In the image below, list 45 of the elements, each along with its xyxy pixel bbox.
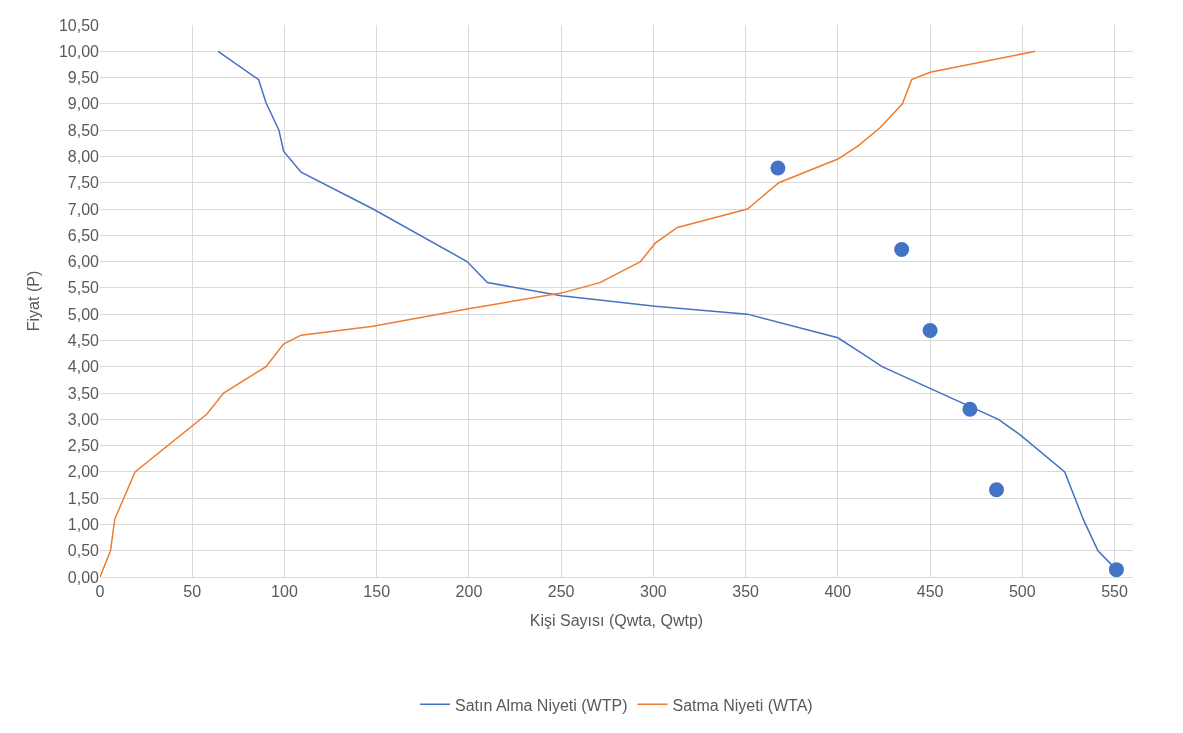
y-tick-label: 7,00: [67, 200, 100, 218]
legend-label: Satma Niyeti (WTA): [672, 696, 813, 714]
y-tick-label: 3,50: [67, 384, 100, 402]
y-tick-label: 10,00: [58, 42, 100, 60]
x-tick-label: 550: [1101, 583, 1128, 601]
line-series: [100, 50, 1036, 577]
x-tick-label: 250: [547, 583, 575, 601]
x-tick-label: 300: [640, 583, 667, 601]
y-tick-label: 0,00: [67, 568, 100, 586]
y-tick-label: 8,50: [67, 121, 100, 139]
y-tick-label: 5,00: [67, 305, 100, 323]
y-tick-label: 8,00: [67, 148, 100, 166]
x-tick-label: 100: [271, 583, 298, 601]
x-tick-label: 150: [363, 583, 391, 601]
x-tick-label: 200: [455, 583, 483, 601]
y-tick-label: 1,50: [67, 489, 100, 507]
y-axis-title: Fiyat (P): [24, 270, 42, 332]
y-tick-label: 4,00: [67, 358, 100, 376]
y-tick-label: 9,50: [67, 69, 100, 87]
y-tick-label: 2,00: [67, 463, 100, 481]
point: [922, 322, 938, 338]
legend-label: Satın Alma Niyeti (WTP): [455, 696, 628, 714]
x-tick-label: 0: [95, 583, 105, 601]
y-tick-label: 3,00: [67, 410, 100, 428]
x-tick-label: 450: [916, 583, 944, 601]
y-tick-label: 6,00: [67, 253, 100, 271]
y-tick-label: 9,00: [67, 95, 100, 113]
y-tick-label: 10,50: [58, 16, 100, 34]
x-tick-label: 400: [824, 583, 852, 601]
y-tick-label: 1,00: [67, 516, 100, 534]
y-tick-label: 6,50: [67, 226, 100, 244]
x-axis-title: Kişi Sayısı (Qwta, Qwtp): [529, 611, 704, 629]
point: [1108, 562, 1124, 578]
x-tick-label: 50: [183, 583, 202, 601]
x-tick-label: 350: [732, 583, 760, 601]
point: [894, 241, 910, 257]
x-tick-label: 500: [1008, 583, 1036, 601]
point: [989, 482, 1004, 498]
point: [962, 401, 978, 417]
y-tick-label: 2,50: [67, 437, 100, 455]
y-tick-label: 0,50: [67, 542, 100, 560]
y-tick-label: 7,50: [67, 174, 100, 192]
y-tick-label: 4,50: [67, 332, 100, 350]
y-tick-label: 5,50: [67, 279, 100, 297]
point: [770, 160, 786, 176]
